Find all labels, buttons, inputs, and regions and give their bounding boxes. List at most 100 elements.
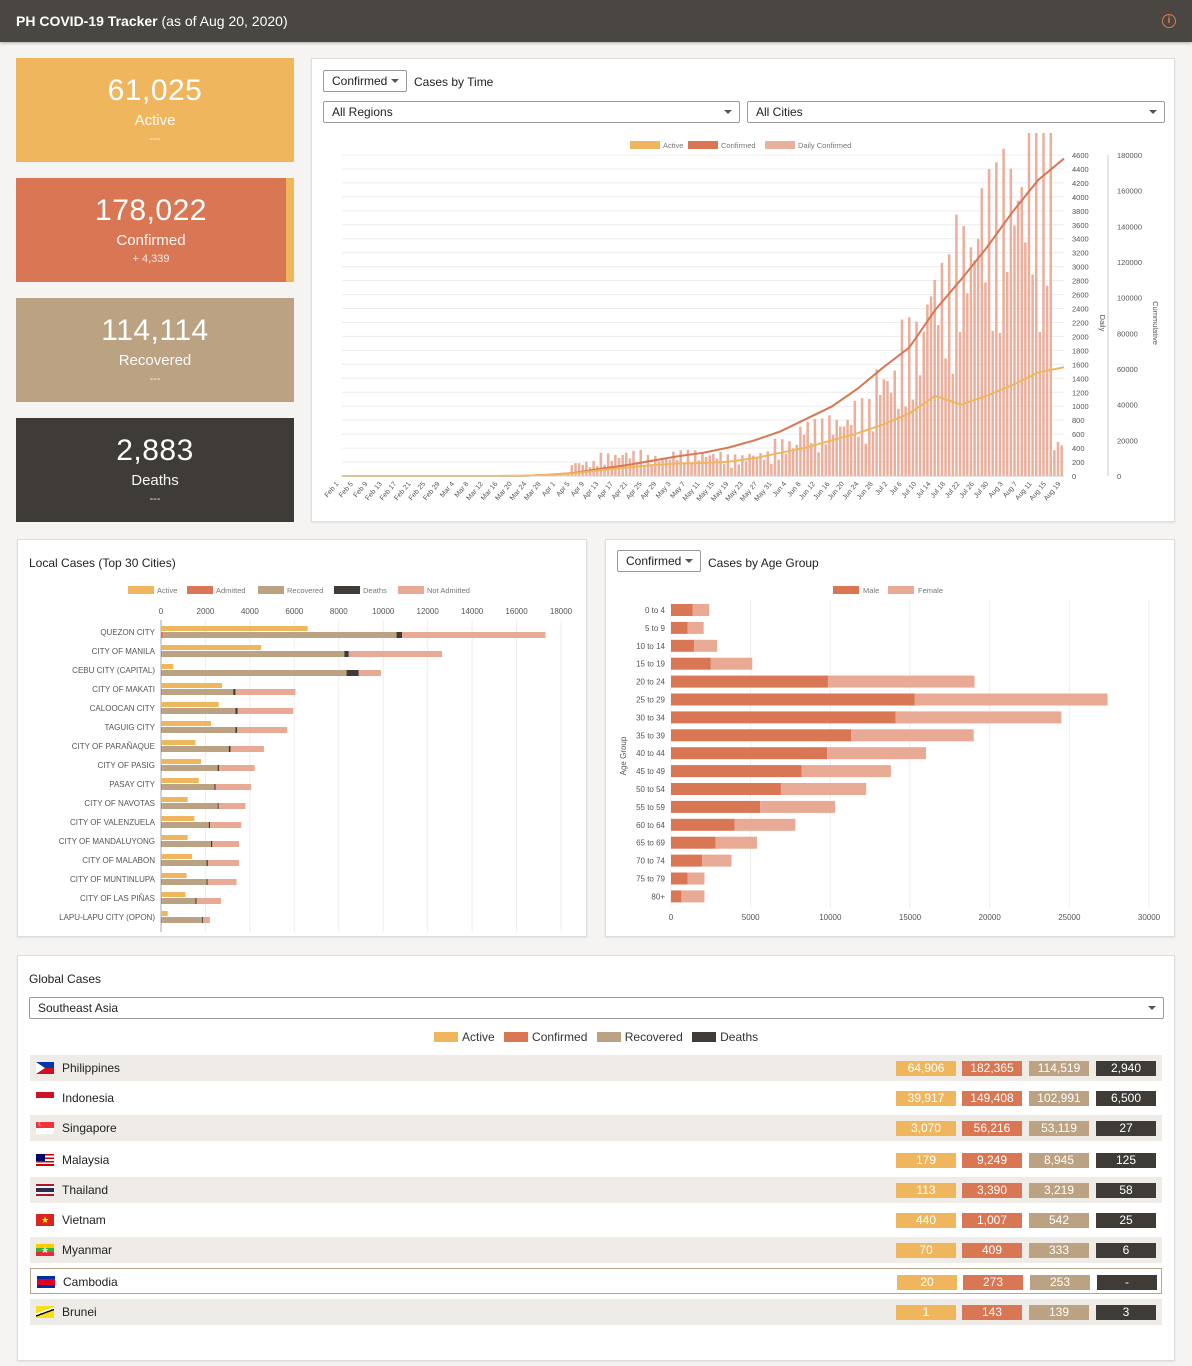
time-y-left-tick: 3200: [1072, 249, 1089, 258]
daily-confirmed-bar: [915, 321, 918, 476]
time-y-left-tick: 3000: [1072, 263, 1089, 272]
region-select[interactable]: All Regions: [323, 101, 740, 123]
country-recovered: 542: [1029, 1213, 1089, 1228]
daily-confirmed-bar: [897, 408, 900, 476]
city-select[interactable]: All Cities: [747, 101, 1165, 123]
local-active-bar: [161, 816, 195, 821]
local-city-label: CITY OF PARAÑAQUE: [72, 742, 155, 751]
time-y-left-tick: 0: [1072, 472, 1076, 481]
daily-confirmed-bar: [1016, 200, 1020, 476]
local-city-label: CITY OF MALABON: [82, 856, 155, 865]
daily-confirmed-bar: [722, 464, 726, 476]
time-y-left-tick: 3800: [1072, 207, 1089, 216]
daily-confirmed-bar: [846, 419, 849, 476]
time-y-left-tick: 2000: [1072, 332, 1089, 341]
country-deaths: 2,940: [1096, 1061, 1156, 1076]
age-female-bar: [710, 657, 753, 670]
country-row[interactable]: Brunei 1 143 139 3: [30, 1299, 1162, 1325]
age-x-tick: 5000: [742, 913, 760, 922]
local-active-bar: [161, 626, 308, 631]
daily-confirmed-bar: [893, 370, 897, 476]
time-y-left-tick: 4400: [1072, 165, 1089, 174]
daily-confirmed-bar: [1060, 445, 1063, 476]
age-male-bar: [671, 783, 781, 795]
time-x-tick: Apr 5: [555, 481, 571, 498]
app-title: PH COVID-19 Tracker: [16, 13, 158, 29]
local-city-label: CEBU CITY (CAPITAL): [72, 666, 155, 675]
country-recovered: 253: [1030, 1275, 1090, 1290]
daily-confirmed-bar: [987, 169, 991, 476]
age-male-bar: [671, 675, 828, 688]
confirmed-card[interactable]: 178,022 Confirmed + 4,339: [16, 178, 294, 282]
daily-confirmed-bar: [853, 400, 857, 476]
local-city-label: CITY OF MANDALUYONG: [59, 837, 155, 846]
time-y-left-tick: 4600: [1072, 151, 1089, 160]
local-stack-bar: [161, 651, 163, 657]
age-x-tick: 15000: [899, 913, 922, 922]
local-active-bar: [161, 664, 174, 669]
local-stack-bar: [206, 860, 208, 866]
country-deaths: 25: [1096, 1213, 1156, 1228]
local-stack-bar: [161, 917, 163, 923]
country-recovered: 102,991: [1029, 1091, 1089, 1106]
age-legend-label: Female: [918, 586, 943, 595]
daily-confirmed-bar: [635, 462, 639, 476]
daily-confirmed-bar: [664, 458, 668, 476]
age-female-bar: [687, 621, 704, 634]
country-row[interactable]: Indonesia 39,917 149,408 102,991 6,500: [30, 1085, 1162, 1111]
age-group-label: 80+: [651, 892, 665, 901]
active-card[interactable]: 61,025 Active ---: [16, 58, 294, 162]
daily-confirmed-bar: [726, 454, 730, 476]
local-x-tick: 2000: [197, 607, 215, 616]
deaths-card[interactable]: 2,883 Deaths ---: [16, 418, 294, 522]
time-metric-select[interactable]: Confirmed: [323, 70, 407, 92]
recovered-card[interactable]: 114,114 Recovered ---: [16, 298, 294, 402]
chevron-down-icon: [724, 110, 732, 114]
recovered-label: Recovered: [118, 352, 192, 369]
country-row[interactable]: Cambodia 20 273 253 -: [30, 1268, 1162, 1294]
daily-confirmed-bar: [577, 463, 581, 476]
daily-confirmed-bar: [813, 418, 817, 476]
city-value: All Cities: [756, 105, 803, 119]
time-y-left-tick: 2800: [1072, 277, 1089, 286]
local-x-tick: 10000: [372, 607, 395, 616]
daily-confirmed-bar: [878, 394, 882, 476]
daily-confirmed-bar: [657, 461, 661, 476]
local-stack-bar: [402, 632, 546, 638]
info-icon[interactable]: i: [1162, 14, 1176, 28]
legend-confirmed: Confirmed: [532, 1030, 588, 1044]
local-stack-bar: [195, 898, 197, 904]
local-active-bar: [161, 797, 188, 802]
country-row[interactable]: Malaysia 179 9,249 8,945 125: [30, 1147, 1162, 1173]
daily-confirmed-bar: [911, 399, 915, 476]
global-region-select[interactable]: Southeast Asia: [29, 997, 1164, 1019]
local-stack-bar: [162, 765, 218, 771]
local-stack-bar: [162, 784, 215, 790]
country-name: Thailand: [62, 1183, 109, 1197]
local-stack-bar: [163, 632, 397, 638]
thailand-flag-icon: [36, 1184, 54, 1196]
local-stack-bar: [162, 727, 236, 733]
time-metric-value: Confirmed: [332, 74, 388, 88]
local-x-tick: 12000: [417, 607, 440, 616]
local-x-tick: 6000: [285, 607, 303, 616]
daily-confirmed-bar: [995, 162, 998, 476]
country-row[interactable]: Philippines 64,906 182,365 114,519 2,940: [30, 1055, 1162, 1081]
time-y-right-tick: 140000: [1117, 222, 1142, 231]
country-row[interactable]: ☾ Singapore 3,070 56,216 53,119 27: [30, 1115, 1162, 1141]
global-title: Global Cases: [29, 972, 102, 986]
age-female-bar: [702, 854, 732, 867]
country-row[interactable]: ★ Myanmar 70 409 333 6: [30, 1237, 1162, 1263]
age-female-bar: [760, 800, 836, 813]
country-row[interactable]: Thailand 113 3,390 3,219 58: [30, 1177, 1162, 1203]
age-metric-select[interactable]: Confirmed: [617, 550, 701, 572]
age-group-panel: Confirmed Cases by Age Group Male Female 0…: [605, 539, 1175, 937]
time-y-left-tick: 4200: [1072, 179, 1089, 188]
daily-confirmed-bar: [1002, 148, 1005, 476]
age-legend-label: Male: [863, 586, 879, 595]
country-confirmed: 182,365: [962, 1061, 1022, 1076]
brunei-flag-icon: [36, 1306, 54, 1318]
country-row[interactable]: ★ Vietnam 440 1,007 542 25: [30, 1207, 1162, 1233]
age-legend-swatch: [888, 586, 914, 594]
country-active: 20: [897, 1275, 957, 1290]
